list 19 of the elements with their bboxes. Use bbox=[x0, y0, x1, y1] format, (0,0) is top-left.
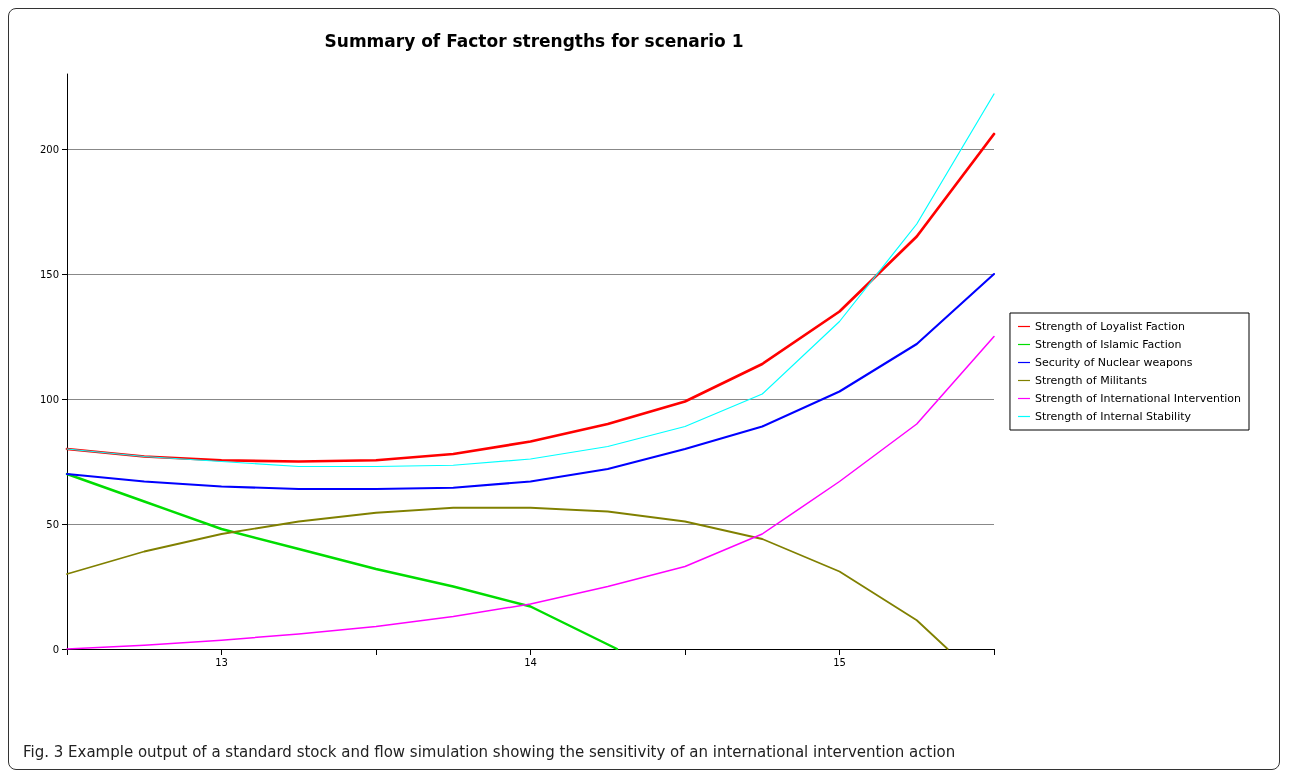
line-series bbox=[66, 506, 949, 650]
chart-title: Summary of Factor strengths for scenario 1 bbox=[324, 30, 744, 51]
legend-label: Strength of Internal Stability bbox=[1034, 410, 1192, 423]
x-tick-label: 15 bbox=[833, 656, 846, 668]
legend-label: Strength of Islamic Faction bbox=[1034, 338, 1182, 351]
legend-label: Security of Nuclear weapons bbox=[1034, 356, 1193, 369]
legend-label: Strength of International Intervention bbox=[1034, 392, 1242, 405]
line-series bbox=[65, 472, 619, 651]
legend-label: Strength of Loyalist Faction bbox=[1034, 320, 1185, 333]
caption: Fig. 3 Example output of a standard stock and flow simulation showing the sensitivity of an international intervention action bbox=[23, 743, 956, 761]
y-tick-label: 50 bbox=[46, 518, 59, 530]
y-tick-label: 100 bbox=[39, 393, 59, 405]
legend-label: Strength of Militants bbox=[1034, 374, 1148, 387]
y-tick-label: 200 bbox=[39, 143, 59, 155]
line-series bbox=[65, 272, 996, 491]
x-tick-label: 14 bbox=[524, 656, 537, 668]
y-tick-label: 150 bbox=[39, 268, 59, 280]
y-tick-label: 0 bbox=[52, 643, 59, 655]
x-tick-label: 13 bbox=[215, 656, 228, 668]
